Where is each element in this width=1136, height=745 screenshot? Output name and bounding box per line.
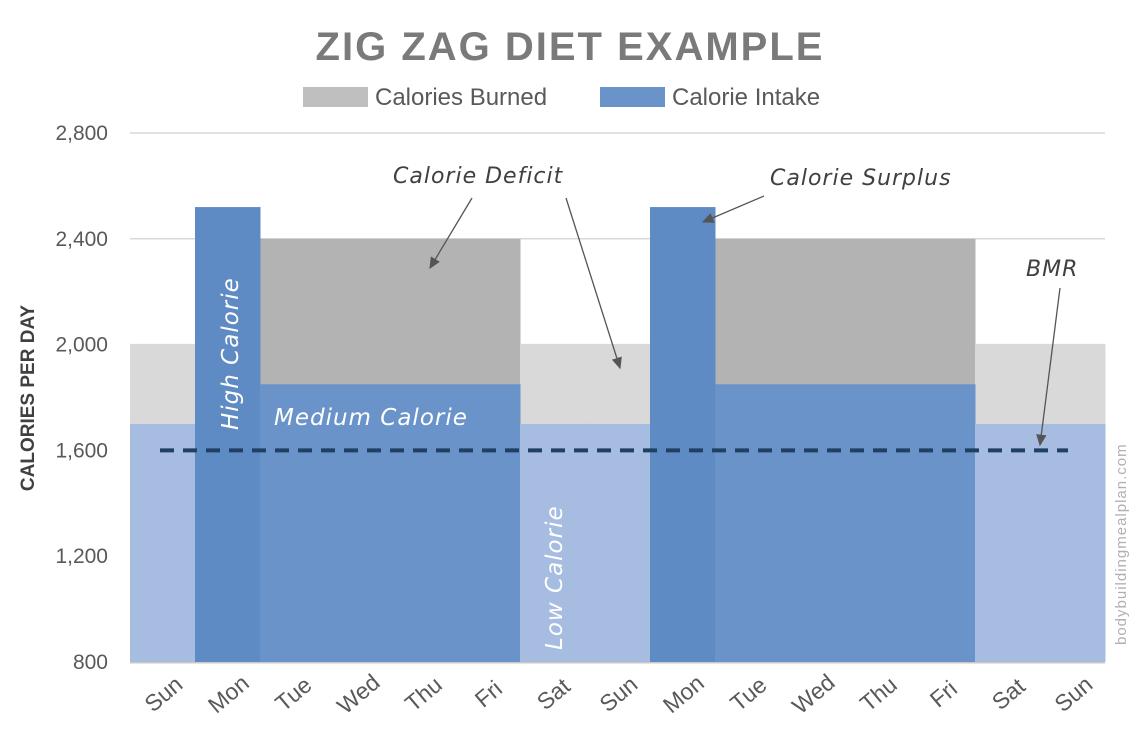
bar-calorie-intake bbox=[715, 384, 781, 662]
bar-calorie-intake bbox=[520, 423, 586, 662]
x-tick-label: Wed bbox=[332, 669, 385, 719]
annotation-calorie-surplus: Calorie Surplus bbox=[770, 166, 952, 191]
bar-calorie-intake bbox=[1040, 423, 1106, 662]
bar-calorie-intake bbox=[650, 207, 716, 662]
x-tick-label: Tue bbox=[270, 671, 316, 716]
legend-swatch-intake bbox=[600, 87, 665, 107]
bar-calorie-intake bbox=[910, 384, 976, 662]
x-tick-label: Thu bbox=[855, 671, 902, 716]
y-tick-label: 2,000 bbox=[55, 334, 108, 357]
y-axis-label: CALORIES PER DAY bbox=[18, 305, 39, 491]
bar-calorie-intake bbox=[845, 384, 911, 662]
bar-calorie-intake bbox=[975, 423, 1041, 662]
annotation-calorie-deficit: Calorie Deficit bbox=[393, 164, 564, 189]
surplus-arrow bbox=[701, 195, 765, 223]
x-tick-label: Thu bbox=[400, 671, 447, 716]
watermark: bodybuildingmealplan.com bbox=[1113, 443, 1130, 645]
bar-calorie-intake bbox=[325, 384, 391, 662]
x-tick-label: Wed bbox=[787, 669, 840, 719]
legend-swatch-burned bbox=[303, 87, 368, 107]
y-tick-label: 800 bbox=[73, 651, 108, 674]
y-tick-label: 2,400 bbox=[55, 228, 108, 251]
bar-calorie-intake bbox=[455, 384, 521, 662]
x-tick-label: Sat bbox=[532, 672, 576, 714]
bar-calorie-intake bbox=[260, 384, 326, 662]
annotation-bmr: BMR bbox=[1026, 257, 1078, 282]
y-tick-label: 1,200 bbox=[55, 545, 108, 568]
label-low-calorie: Low Calorie bbox=[542, 505, 568, 650]
x-tick-label: Mon bbox=[203, 670, 254, 719]
bmr-arrow bbox=[1036, 287, 1061, 447]
bar-calorie-intake bbox=[390, 384, 456, 662]
x-tick-label: Sun bbox=[1049, 671, 1097, 717]
y-tick-label: 2,800 bbox=[55, 122, 108, 145]
x-tick-label: Mon bbox=[658, 670, 709, 719]
chart-title: ZIG ZAG DIET EXAMPLE bbox=[316, 25, 825, 69]
y-tick-label: 1,600 bbox=[55, 439, 108, 462]
deficit-arrow-1 bbox=[429, 197, 473, 270]
x-tick-label: Tue bbox=[725, 671, 771, 716]
x-tick-label: Fri bbox=[925, 675, 962, 712]
label-high-calorie: High Calorie bbox=[218, 277, 244, 430]
bar-calorie-intake bbox=[585, 423, 651, 662]
bar-calorie-intake bbox=[130, 423, 196, 662]
x-tick-label: Sun bbox=[139, 671, 187, 717]
legend-label-intake: Calorie Intake bbox=[672, 84, 820, 111]
bar-calorie-intake bbox=[195, 207, 261, 662]
label-medium-calorie: Medium Calorie bbox=[274, 405, 468, 431]
deficit-arrow-2 bbox=[565, 197, 622, 370]
x-tick-label: Sun bbox=[594, 671, 642, 717]
bar-calorie-intake bbox=[780, 384, 846, 662]
x-tick-label: Sat bbox=[987, 672, 1031, 714]
legend-label-burned: Calories Burned bbox=[375, 84, 547, 111]
x-tick-label: Fri bbox=[470, 675, 507, 712]
